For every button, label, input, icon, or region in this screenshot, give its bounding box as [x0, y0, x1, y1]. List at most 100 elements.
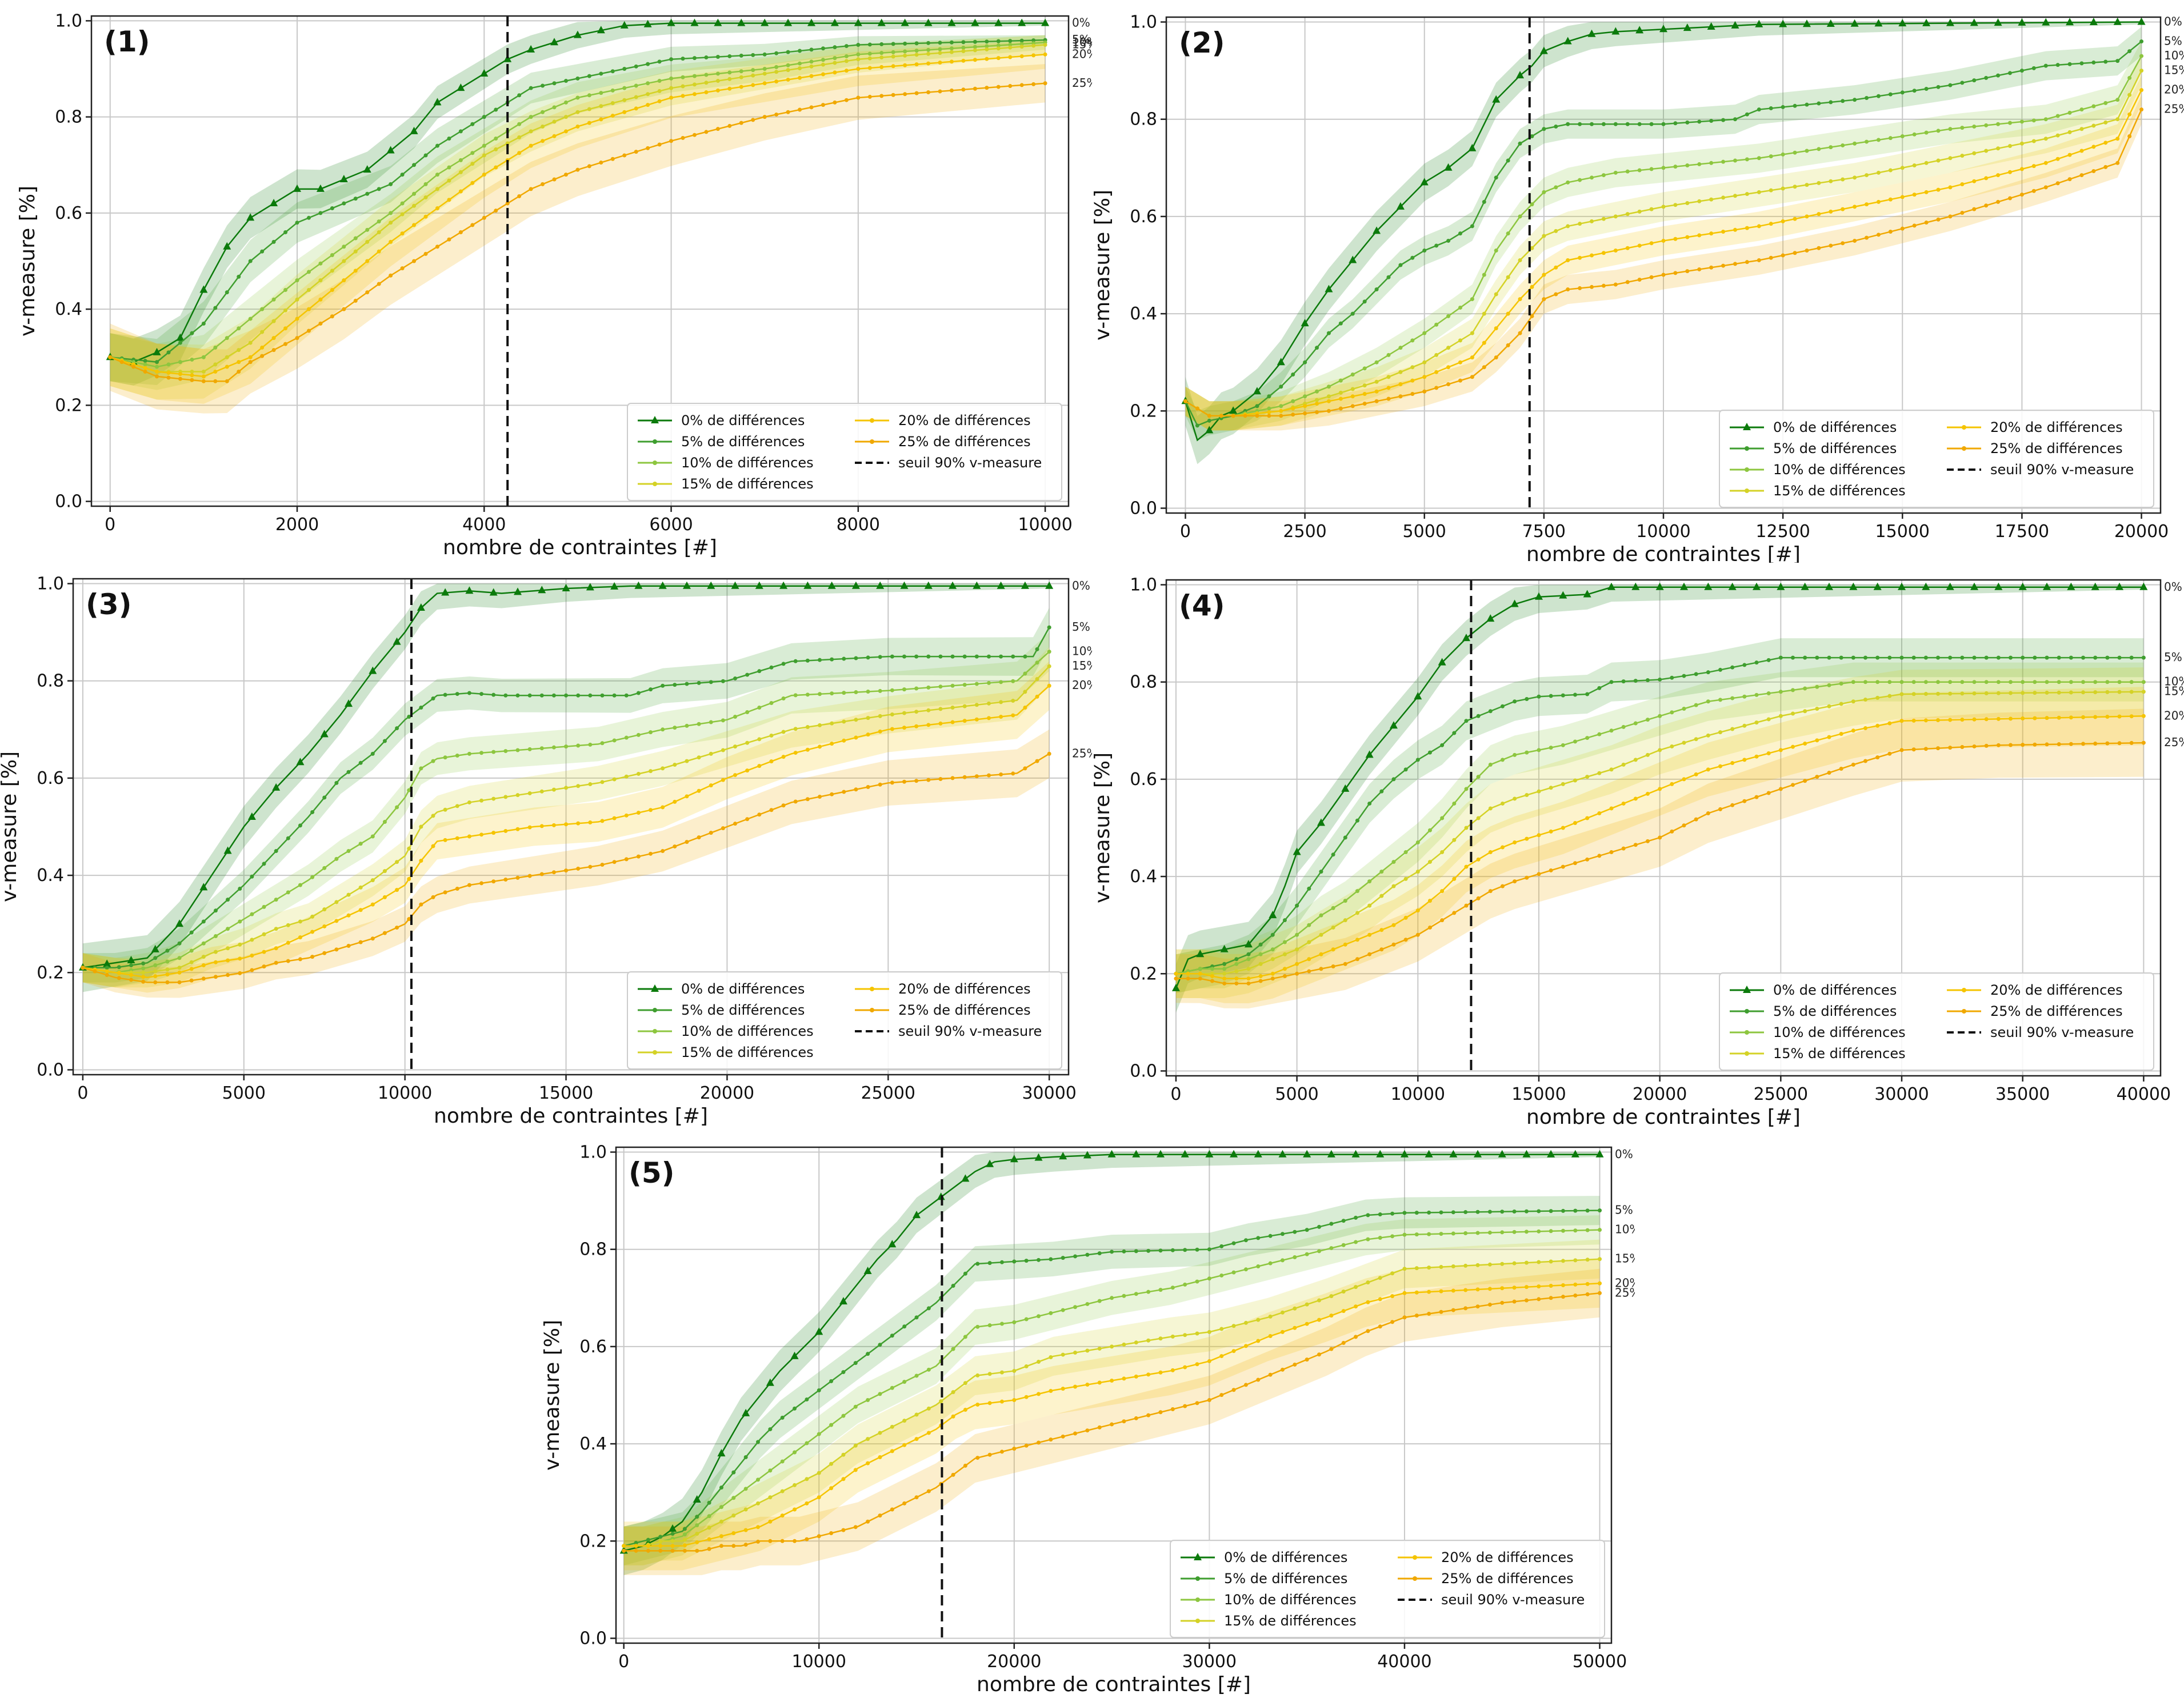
legend-marker: [1745, 1051, 1749, 1056]
data-point: [793, 751, 798, 755]
y-tick-label: 0.8: [1130, 672, 1157, 692]
data-point: [1110, 1250, 1114, 1254]
data-point: [1023, 654, 1027, 659]
data-point: [1554, 265, 1558, 270]
data-point: [503, 54, 512, 62]
data-point: [1777, 582, 1785, 590]
x-tick-label: 0: [1180, 522, 1191, 542]
data-point: [1427, 860, 1432, 864]
data-point: [1742, 799, 1747, 803]
data-point: [1733, 194, 1737, 198]
data-point: [575, 76, 580, 81]
data-point: [866, 1352, 870, 1356]
data-point: [389, 239, 393, 244]
data-point: [1219, 1273, 1224, 1277]
data-point: [260, 345, 265, 350]
data-point: [1996, 199, 2001, 204]
data-point: [1769, 222, 1773, 226]
data-point: [588, 742, 593, 747]
data-point: [2021, 691, 2025, 695]
data-point: [377, 282, 381, 286]
data-point: [2019, 167, 2024, 171]
data-point: [177, 970, 182, 975]
data-point: [1331, 964, 1335, 969]
legend-marker: [1962, 425, 1966, 430]
data-point: [1887, 655, 1892, 660]
data-point: [926, 654, 931, 659]
data-point: [733, 822, 738, 826]
data-point: [166, 362, 171, 367]
series-end-label: 20%: [2164, 708, 2184, 722]
data-point: [1709, 197, 1714, 202]
data-point: [1766, 751, 1771, 756]
data-point: [1277, 358, 1285, 366]
data-point: [1597, 811, 1602, 815]
legend-label: 15% de différences: [681, 476, 814, 492]
data-point: [274, 849, 278, 854]
data-point: [2007, 144, 2012, 149]
data-point: [1718, 667, 1722, 672]
data-point: [1996, 691, 2001, 695]
data-point: [1482, 341, 1486, 345]
data-point: [155, 374, 159, 379]
confidence-band-6: [110, 64, 1046, 414]
data-point: [1865, 139, 1869, 144]
data-point: [1012, 1368, 1017, 1373]
data-point: [1573, 1208, 1578, 1213]
data-point: [443, 692, 447, 697]
data-point: [1343, 918, 1347, 923]
data-point: [1073, 1384, 1078, 1389]
data-point: [1524, 1260, 1529, 1265]
data-point: [310, 955, 315, 959]
legend-marker: [870, 987, 874, 991]
data-point: [1170, 1407, 1175, 1411]
data-point: [1645, 791, 1650, 796]
data-point: [1875, 695, 1880, 700]
data-point: [201, 963, 206, 968]
y-tick-label: 1.0: [579, 1143, 607, 1163]
data-point: [1718, 764, 1722, 768]
data-point: [1338, 397, 1343, 401]
data-point: [938, 684, 943, 689]
data-point: [961, 45, 966, 50]
data-point: [1174, 971, 1178, 976]
data-point: [1900, 90, 1905, 95]
data-point: [1243, 1344, 1248, 1348]
y-tick-label: 1.0: [1130, 575, 1157, 595]
data-point: [854, 787, 858, 792]
data-point: [844, 54, 849, 58]
data-point: [1390, 1294, 1395, 1299]
data-point: [1008, 83, 1013, 88]
data-point: [262, 862, 266, 866]
data-point: [1415, 908, 1420, 913]
data-point: [190, 378, 194, 382]
data-point: [1730, 761, 1735, 766]
data-point: [1234, 969, 1239, 974]
data-point: [213, 975, 218, 979]
data-point: [1458, 338, 1462, 343]
data-point: [1083, 1151, 1091, 1159]
data-point: [1601, 217, 1606, 221]
data-point: [1566, 258, 1570, 262]
data-point: [226, 946, 230, 951]
data-point: [470, 181, 475, 185]
data-point: [963, 1335, 967, 1339]
data-point: [1524, 1209, 1529, 1214]
data-point: [237, 326, 241, 331]
data-point: [1851, 728, 1855, 733]
data-point: [1402, 1291, 1407, 1295]
data-point: [1573, 1282, 1578, 1287]
data-point: [1021, 581, 1029, 589]
data-point: [863, 1267, 872, 1274]
data-point: [745, 817, 750, 822]
data-point: [213, 950, 218, 954]
data-point: [1887, 680, 1892, 684]
data-point: [1549, 786, 1553, 790]
data-point: [223, 846, 232, 854]
data-point: [809, 47, 814, 52]
data-point: [784, 18, 793, 26]
data-point: [805, 692, 810, 697]
data-point: [334, 900, 339, 904]
data-point: [829, 1531, 834, 1535]
